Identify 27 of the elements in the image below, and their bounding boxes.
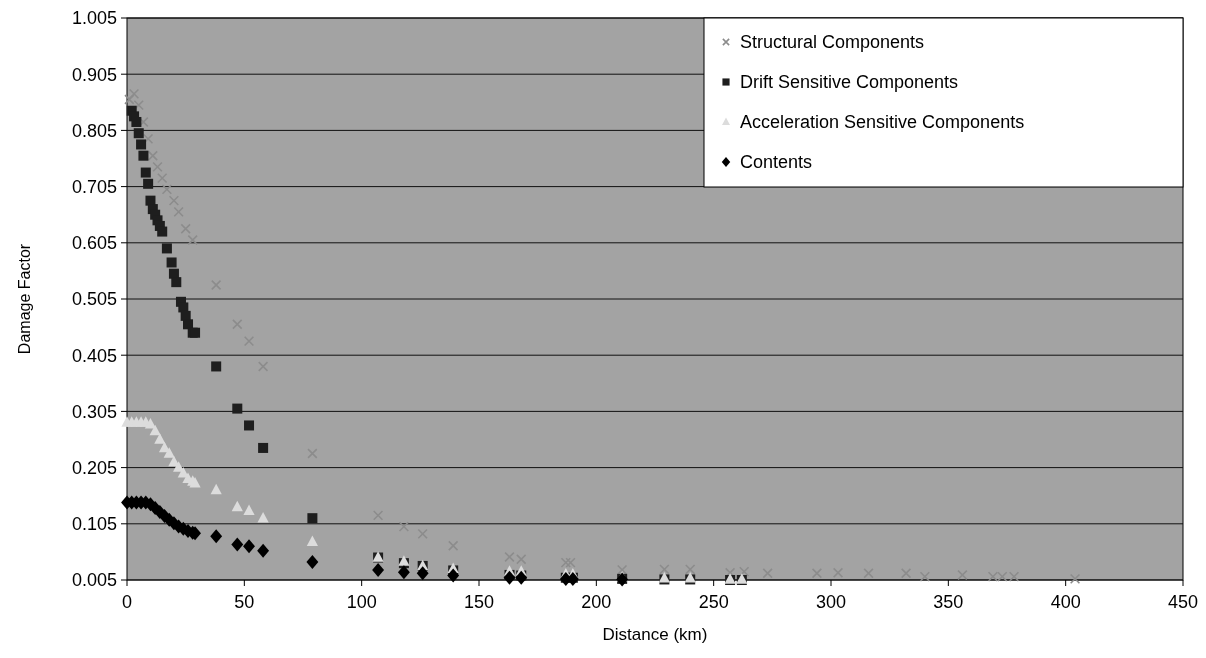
y-tick-label: 0.705 [71, 176, 117, 197]
y-tick-label: 0.905 [71, 64, 117, 85]
legend-label: Drift Sensitive Components [740, 72, 959, 93]
y-tick-label: 0.505 [71, 289, 117, 310]
x-tick-label: 0 [121, 592, 133, 612]
x-tick-label: 450 [1167, 592, 1199, 612]
x-tick-label: 400 [1050, 592, 1081, 612]
x-tick-label: 350 [933, 592, 964, 612]
x-tick-label: 50 [234, 592, 255, 612]
y-tick-label: 0.305 [71, 401, 117, 422]
x-tick-label: 250 [698, 592, 729, 612]
y-tick-label: 0.605 [71, 233, 117, 254]
x-tick-label: 200 [581, 592, 612, 612]
x-tick-label: 100 [346, 592, 377, 612]
x-tick-label: 150 [463, 592, 495, 612]
y-tick-label: 0.205 [71, 457, 117, 478]
x-axis-title: Distance (km) [602, 625, 708, 644]
x-tick-label: 300 [815, 592, 847, 612]
y-tick-label: 1.005 [71, 8, 117, 29]
legend-label: Acceleration Sensitive Components [740, 112, 1025, 133]
y-tick-label: 0.005 [71, 570, 117, 591]
y-tick-label: 0.405 [71, 345, 117, 366]
y-tick-label: 0.105 [71, 514, 117, 535]
y-tick-label: 0.805 [71, 120, 117, 141]
legend-label: Structural Components [740, 32, 925, 53]
y-axis-title: Damage Factor [16, 243, 33, 355]
legend-label: Contents [740, 152, 813, 173]
